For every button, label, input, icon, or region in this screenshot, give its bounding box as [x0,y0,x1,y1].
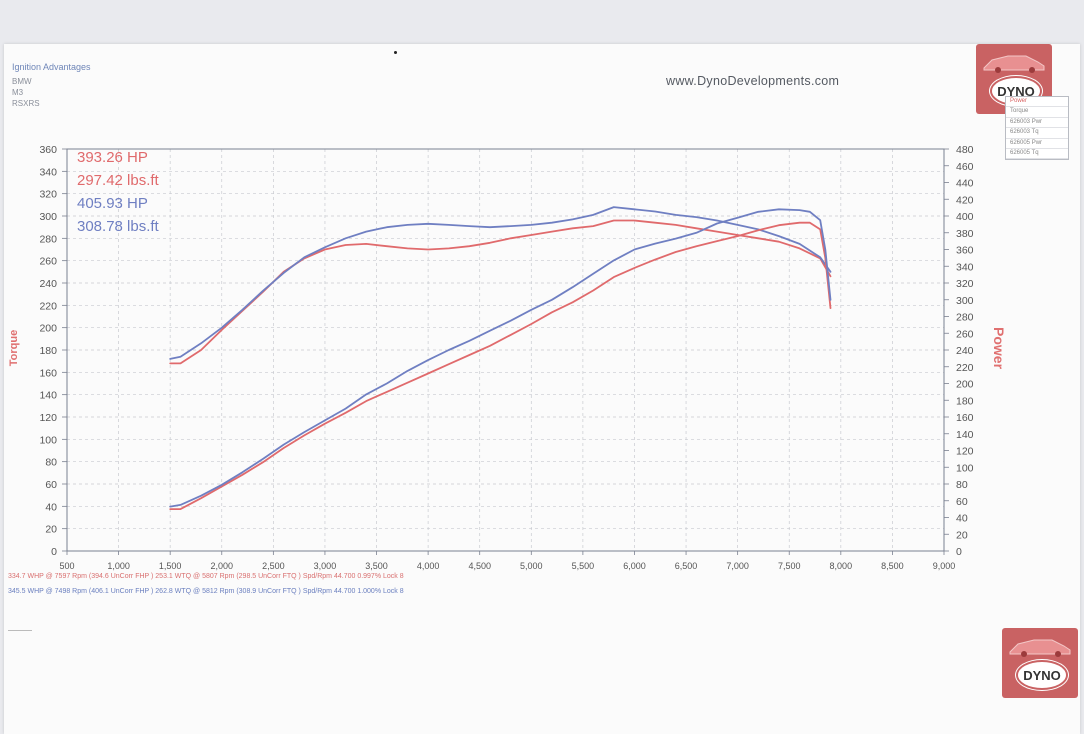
y-left-tick-label: 280 [39,233,57,245]
legend-item-626003-tq: 626003 Tq [1006,128,1068,139]
footer-run2-summary: 345.5 WHP @ 7498 Rpm (406.1 UnCorr FHP )… [8,588,404,595]
y-right-tick-label: 300 [956,295,974,307]
y-right-tick-label: 420 [956,194,974,206]
y-right-tick-label: 260 [956,328,974,340]
y-right-tick-label: 180 [956,395,974,407]
y-right-tick-label: 20 [956,529,968,541]
dyno-sheet: Ignition Advantages BMW M3 RSXRS www.Dyn… [4,44,1080,734]
y-left-tick-label: 160 [39,367,57,379]
x-tick-label: 2,000 [210,561,233,571]
car-silhouette-icon [983,55,1045,73]
dyno-badge: DYNO [1016,660,1068,690]
series-line-626003-tq [169,219,832,365]
y-right-tick-label: 80 [956,479,968,491]
y-right-tick-label: 60 [956,496,968,508]
y-left-tick-label: 340 [39,166,57,178]
header-line-model: M3 [12,88,24,97]
y-left-tick-label: 140 [39,390,57,402]
legend-item-626003-pwr: 626003 Pwr [1006,118,1068,129]
series-layer [169,206,832,511]
y-left-tick-label: 40 [45,501,57,513]
x-tick-label: 6,000 [623,561,646,571]
car-silhouette-icon [1009,639,1071,657]
grid-layer [66,148,945,552]
y-right-tick-label: 400 [956,211,974,223]
y-left-tick-label: 80 [45,457,57,469]
readout-run2-hp: 405.93 HP [77,195,148,212]
y-right-tick-label: 340 [956,261,974,273]
y-left-tick-label: 100 [39,434,57,446]
y-right-tick-label: 280 [956,312,974,324]
y-right-tick-label: 360 [956,245,974,257]
y-right-tick-label: 120 [956,446,974,458]
series-line-626003-pwr [169,221,832,511]
y-right-tick-label: 40 [956,513,968,525]
legend-item-power: Power [1006,97,1068,108]
x-tick-label: 7,000 [726,561,749,571]
x-tick-label: 3,500 [365,561,388,571]
readout-run2-tq: 308.78 lbs.ft [77,218,160,235]
y-left-tick-label: 320 [39,189,57,201]
x-tick-label: 4,000 [417,561,440,571]
y-right-tick-label: 0 [956,546,962,558]
y-right-tick-label: 380 [956,228,974,240]
website-url: www.DynoDevelopments.com [666,74,840,88]
y-right-tick-label: 440 [956,178,974,190]
legend-item-torque: Torque [1006,107,1068,118]
series-line-626005-tq [169,206,832,360]
x-tick-label: 6,500 [675,561,698,571]
y-left-axis-title: Torque [8,330,20,366]
x-tick-label: 5,000 [520,561,543,571]
x-tick-label: 1,000 [107,561,130,571]
legend-item-626005-pwr: 626005 Pwr [1006,139,1068,149]
header-line-make: BMW [12,77,32,86]
footer-run1-summary: 334.7 WHP @ 7597 Rpm (394.6 UnCorr FHP )… [8,573,404,580]
y-left-tick-label: 180 [39,345,57,357]
y-right-tick-label: 460 [956,161,974,173]
y-left-tick-label: 300 [39,211,57,223]
readout-run1-hp: 393.26 HP [77,149,148,166]
y-left-tick-label: 60 [45,479,57,491]
header-line-variant: RSXRS [12,99,40,108]
y-right-tick-label: 160 [956,412,974,424]
x-tick-label: 1,500 [159,561,182,571]
y-right-tick-label: 480 [956,144,974,156]
y-right-tick-label: 220 [956,362,974,374]
axis-layer: 500 1,000 1,500 2,000 2,500 3,000 3,500 4,000 4,… [39,144,973,571]
footer-dash [8,630,32,631]
y-left-tick-label: 360 [39,144,57,156]
y-left-tick-label: 260 [39,256,57,268]
chart-legend: Power Torque 626003 Pwr 626003 Tq 626005… [1005,96,1069,161]
x-tick-label: 3,000 [314,561,337,571]
speck-dot [394,51,397,54]
x-tick-label: 8,000 [830,561,853,571]
y-right-tick-label: 100 [956,462,974,474]
y-left-tick-label: 220 [39,300,57,312]
legend-item-626005-tq: 626005 Tq [1006,149,1068,160]
x-tick-label: 8,500 [881,561,904,571]
readout-run1-tq: 297.42 lbs.ft [77,172,160,189]
x-tick-label: 4,500 [468,561,491,571]
y-left-tick-label: 20 [45,524,57,536]
x-tick-label: 2,500 [262,561,285,571]
y-left-tick-label: 200 [39,323,57,335]
sheet-title: Ignition Advantages [12,62,91,72]
y-left-tick-label: 240 [39,278,57,290]
y-left-tick-label: 120 [39,412,57,424]
x-tick-label: 500 [59,561,74,571]
y-right-tick-label: 240 [956,345,974,357]
y-left-tick-label: 0 [51,546,57,558]
x-tick-label: 7,500 [778,561,801,571]
x-tick-label: 5,500 [572,561,595,571]
series-line-626005-pwr [169,208,832,508]
y-right-tick-label: 200 [956,379,974,391]
y-right-axis-title: Power [991,327,1007,370]
y-right-tick-label: 140 [956,429,974,441]
x-tick-label: 9,000 [933,561,956,571]
dyno-logo-bottom: DYNO [1002,628,1078,698]
y-right-tick-label: 320 [956,278,974,290]
